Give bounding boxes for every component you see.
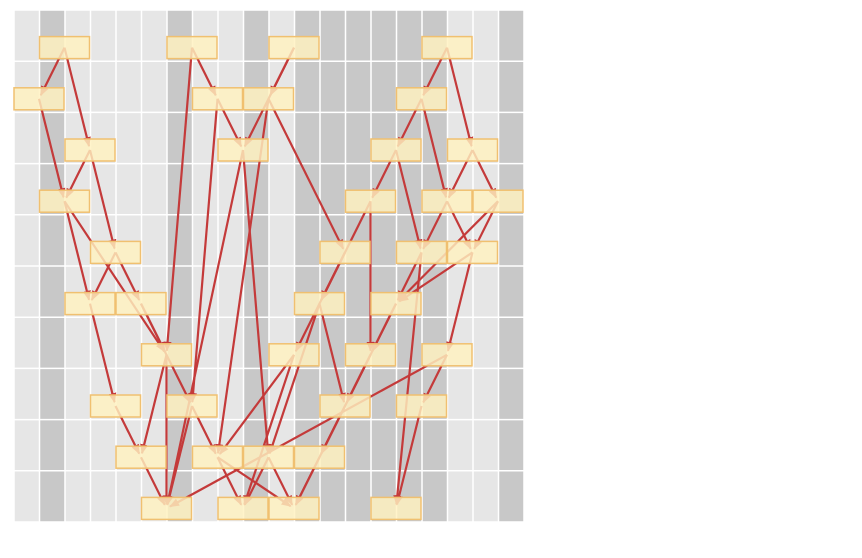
edge-arrow bbox=[446, 252, 474, 352]
node-box bbox=[38, 35, 91, 60]
edge-arrow bbox=[420, 98, 448, 199]
node-box bbox=[191, 445, 244, 469]
edge-arrow bbox=[169, 353, 448, 508]
node-box bbox=[166, 394, 218, 418]
node-box bbox=[166, 35, 218, 60]
edge-arrow bbox=[63, 47, 91, 148]
node-box bbox=[268, 496, 320, 521]
node-box bbox=[446, 138, 499, 162]
edge-arrow bbox=[140, 354, 168, 455]
edge-arrow bbox=[268, 303, 321, 455]
edge-arrow bbox=[165, 149, 245, 506]
node-box bbox=[446, 240, 499, 265]
edge-arrow bbox=[395, 405, 423, 506]
node-box bbox=[89, 240, 142, 265]
node-box bbox=[395, 87, 448, 111]
edge-arrow bbox=[165, 405, 194, 506]
edge-arrow bbox=[189, 98, 219, 404]
edge-arrow bbox=[241, 149, 272, 455]
node-box bbox=[421, 343, 473, 367]
edge-arrow bbox=[267, 98, 345, 250]
node-box bbox=[472, 189, 524, 213]
node-box bbox=[421, 35, 473, 60]
node-box bbox=[268, 343, 320, 367]
edge-arrow bbox=[63, 200, 166, 353]
edge-arrow bbox=[63, 200, 91, 301]
node-box bbox=[395, 240, 448, 265]
node-box bbox=[344, 189, 397, 213]
edge-arrow bbox=[163, 47, 194, 352]
node-box bbox=[293, 445, 346, 469]
node-box bbox=[421, 189, 473, 213]
node-box bbox=[13, 87, 65, 111]
node-layer bbox=[13, 35, 524, 521]
node-box bbox=[344, 343, 397, 367]
edge-arrow bbox=[37, 98, 66, 199]
grid-lines bbox=[13, 9, 525, 523]
node-box bbox=[89, 394, 142, 418]
node-box bbox=[319, 240, 371, 265]
node-box bbox=[370, 138, 422, 162]
node-box bbox=[370, 291, 422, 316]
edge-arrow bbox=[219, 354, 295, 455]
node-box bbox=[64, 138, 116, 162]
node-box bbox=[115, 291, 167, 316]
node-box bbox=[293, 291, 346, 316]
node-box bbox=[319, 394, 371, 418]
node-box bbox=[217, 496, 269, 521]
node-box bbox=[140, 496, 193, 521]
edge-arrow bbox=[318, 303, 346, 404]
node-box bbox=[217, 138, 269, 162]
node-box bbox=[242, 445, 295, 469]
node-box bbox=[268, 35, 320, 60]
node-box bbox=[38, 189, 91, 213]
edge-arrow bbox=[88, 149, 117, 250]
node-box bbox=[242, 87, 295, 111]
node-box bbox=[395, 394, 448, 418]
node-box bbox=[370, 496, 422, 521]
edge-arrow bbox=[445, 47, 474, 148]
node-box bbox=[64, 291, 116, 316]
node-box bbox=[115, 445, 167, 469]
node-box bbox=[191, 87, 244, 111]
edge-arrow bbox=[394, 149, 423, 250]
edge-arrow bbox=[88, 303, 117, 404]
node-box bbox=[140, 343, 193, 367]
